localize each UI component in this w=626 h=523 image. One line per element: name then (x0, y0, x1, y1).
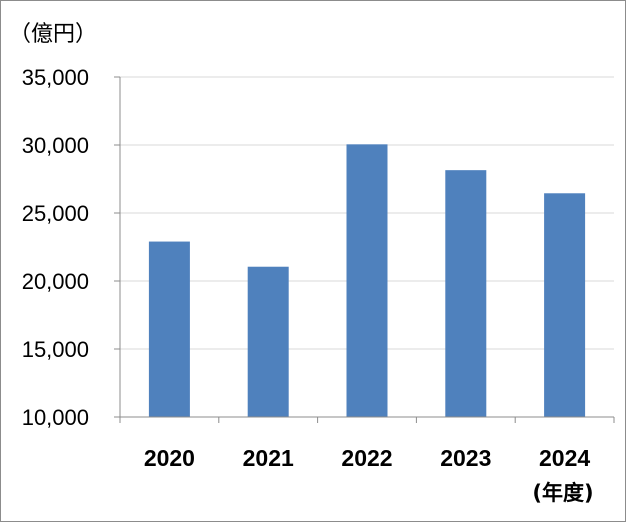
y-tick-label: 25,000 (22, 201, 89, 226)
x-tick-label: 2023 (440, 445, 491, 471)
bars (148, 144, 586, 417)
x-tick-label: 2020 (144, 445, 195, 471)
y-tick-label: 20,000 (22, 269, 89, 294)
y-tick-label: 15,000 (22, 337, 89, 362)
bar (445, 170, 487, 417)
axes (119, 77, 615, 423)
bar (148, 241, 190, 417)
x-tick-labels: 2020 2021 2022 2023 2024 (144, 445, 591, 471)
bar (247, 266, 289, 417)
x-axis-label: (年度) (532, 481, 593, 505)
x-tick-label: 2021 (243, 445, 294, 471)
y-tick-label: 35,000 (22, 65, 89, 90)
bar (346, 144, 388, 417)
x-tick-label: 2022 (341, 445, 392, 471)
y-tick-label: 10,000 (22, 405, 89, 430)
y-tick-labels: 10,000 15,000 20,000 25,000 30,000 35,000 (22, 65, 89, 430)
y-tick-label: 30,000 (22, 133, 89, 158)
bar (544, 193, 586, 417)
x-tick-label: 2024 (539, 445, 590, 471)
y-unit-label: （億円） (9, 22, 97, 47)
